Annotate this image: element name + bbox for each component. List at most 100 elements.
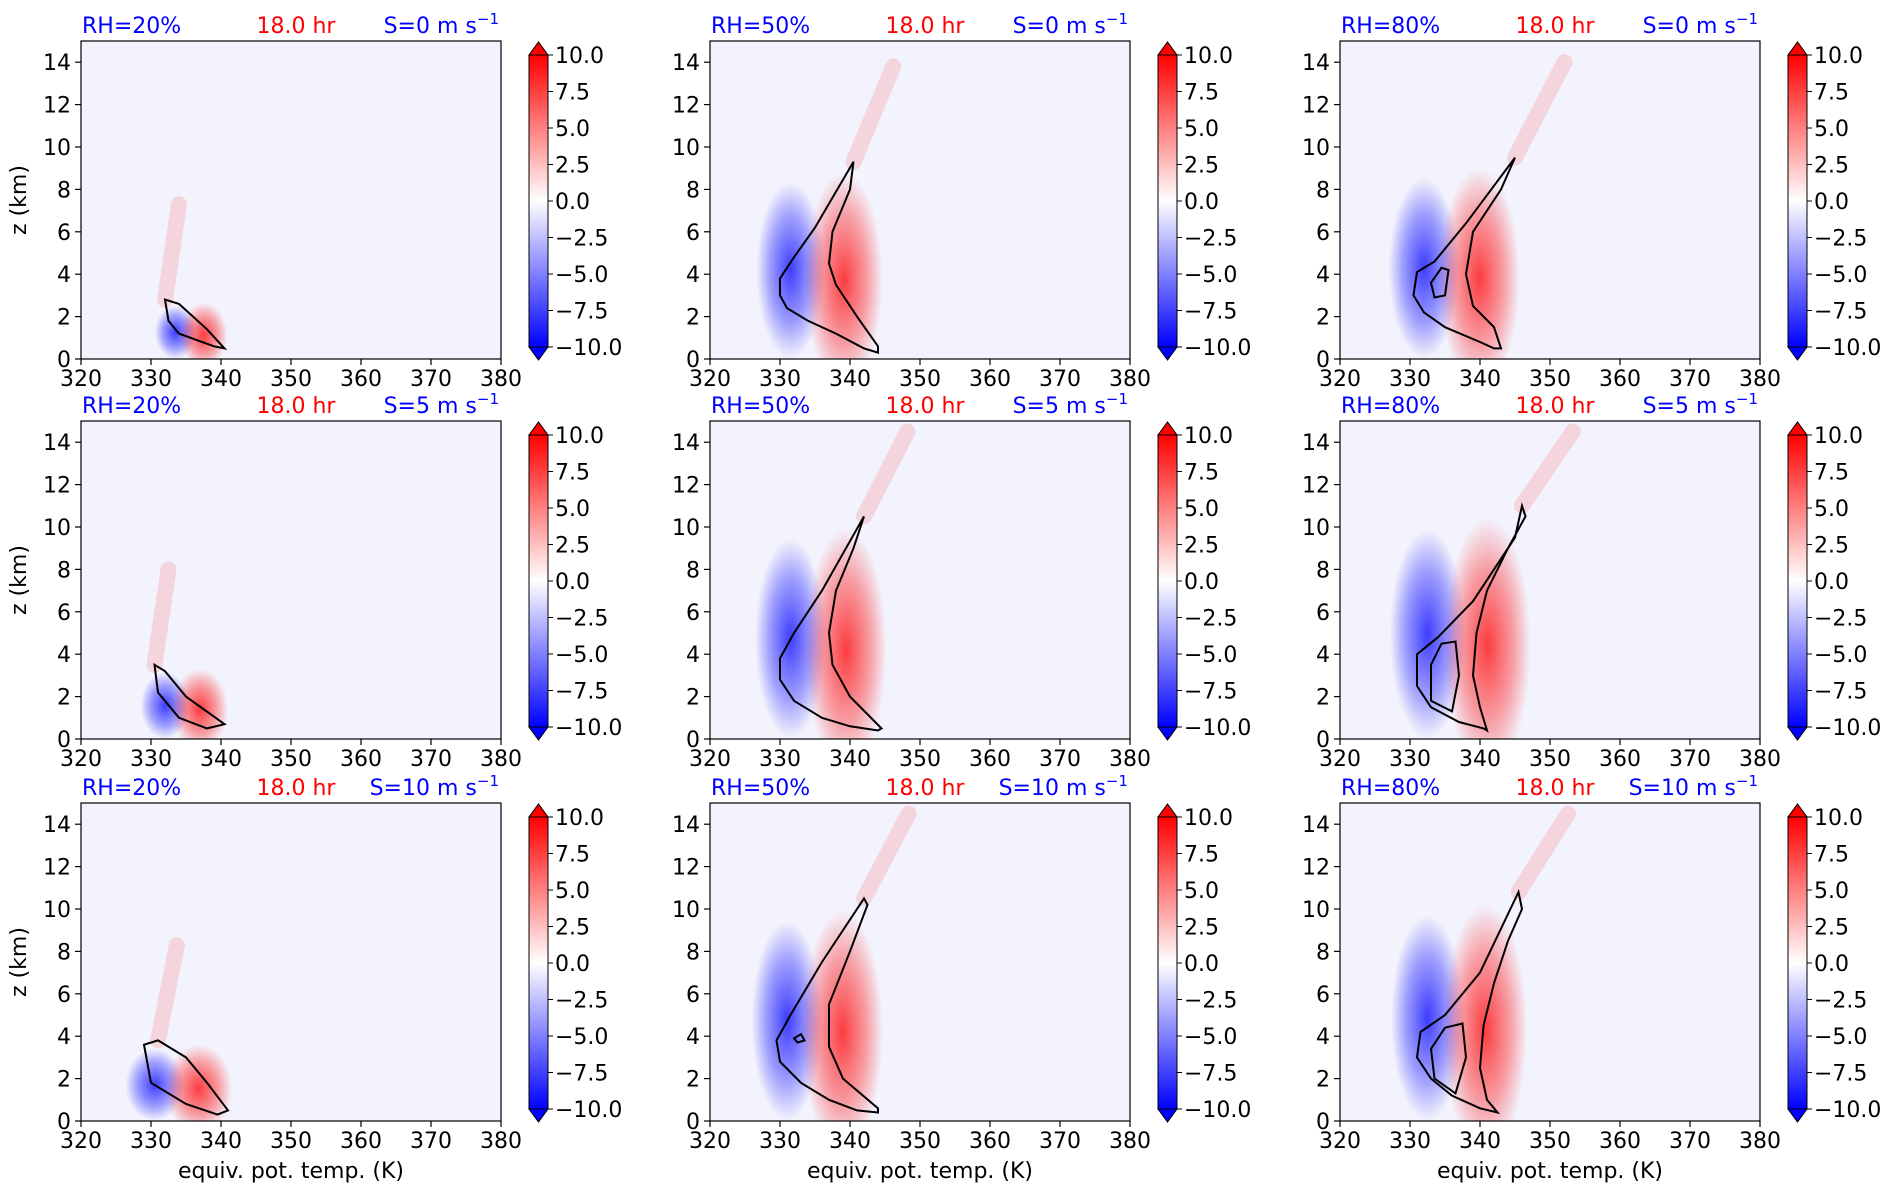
y-tick-label: 4 — [686, 1025, 700, 1050]
rh-label: RH=80% — [1341, 14, 1440, 39]
y-tick-label: 14 — [672, 813, 700, 838]
x-tick-label: 370 — [1669, 747, 1711, 772]
y-tick-label: 14 — [672, 51, 700, 76]
y-tick-label: 8 — [1316, 178, 1330, 203]
x-tick-label: 340 — [829, 747, 871, 772]
y-tick-label: 6 — [686, 601, 700, 626]
y-tick-label: 4 — [686, 263, 700, 288]
x-tick-label: 330 — [130, 367, 172, 392]
y-tick-label: 0 — [57, 1110, 71, 1135]
contour-line — [142, 1039, 230, 1116]
y-tick-label: 0 — [1316, 728, 1330, 753]
colorbar-tick-label: 0.0 — [555, 952, 590, 977]
shear-label: S=5 m s−1 — [1013, 390, 1128, 419]
y-axis-label: z (km) — [7, 165, 32, 235]
anomaly-field — [756, 58, 902, 359]
x-tick-label: 330 — [759, 1129, 801, 1154]
colorbar-tick-label: 5.0 — [1184, 497, 1219, 522]
positive-anomaly-region — [172, 668, 228, 739]
y-tick-label: 10 — [43, 516, 71, 541]
x-tick-label: 380 — [1739, 1129, 1781, 1154]
shear-label-exponent: −1 — [477, 10, 499, 28]
contour-line — [779, 161, 879, 354]
y-tick-label: 4 — [1316, 263, 1330, 288]
y-tick-label: 8 — [57, 558, 71, 583]
x-tick-label: 360 — [1599, 1129, 1641, 1154]
colorbar-tick-label: 0.0 — [1184, 190, 1219, 215]
colorbar-tick-label: 10.0 — [1184, 424, 1233, 449]
colorbar: 10.0 7.5 5.0 2.5 0.0 −2.5 −5.0 −7.5 −10.0 — [1157, 803, 1251, 1123]
colorbar-tick-label: 5.0 — [1184, 117, 1219, 142]
x-tick-label: 360 — [1599, 747, 1641, 772]
shear-label-base: S=10 m s — [1629, 776, 1736, 801]
y-tick-label: 0 — [1316, 348, 1330, 373]
x-tick-label: 380 — [480, 747, 522, 772]
panel-row1-col3: 320 330 340 350 360 370 380 0 2 4 6 8 10 12 14 RH=80% 18… — [1302, 10, 1881, 392]
x-tick-label: 380 — [1739, 747, 1781, 772]
colorbar-tick-label: 10.0 — [1814, 44, 1863, 69]
time-label: 18.0 hr — [257, 394, 337, 419]
x-tick-label: 370 — [410, 1129, 452, 1154]
colorbar: 10.0 7.5 5.0 2.5 0.0 −2.5 −5.0 −7.5 −10.0 — [1157, 41, 1251, 361]
x-tick-label: 350 — [1529, 747, 1571, 772]
contour-line — [1415, 888, 1524, 1115]
y-tick-label: 4 — [1316, 1025, 1330, 1050]
y-tick-label: 14 — [43, 431, 71, 456]
x-tick-label: 330 — [1389, 367, 1431, 392]
y-tick-label: 10 — [672, 898, 700, 923]
colorbar-tick-label: 0.0 — [555, 190, 590, 215]
colorbar-tick-label: −10.0 — [1184, 336, 1251, 361]
colorbar-tick-label: 2.5 — [555, 154, 590, 179]
x-tick-label: 320 — [60, 1129, 102, 1154]
y-tick-label: 14 — [1302, 431, 1330, 456]
colorbar-tick-label: 7.5 — [1184, 843, 1219, 868]
colorbar-bar — [528, 816, 549, 1110]
y-tick-label: 4 — [57, 263, 71, 288]
y-tick-label: 10 — [43, 136, 71, 161]
shear-label-base: S=10 m s — [999, 776, 1106, 801]
colorbar-tick-label: −2.5 — [555, 227, 608, 252]
x-tick-label: 360 — [969, 1129, 1011, 1154]
y-tick-label: 2 — [1316, 686, 1330, 711]
contour-line — [163, 298, 228, 350]
colorbar-extend-min — [1787, 346, 1808, 361]
x-tick-label: 370 — [1669, 367, 1711, 392]
colorbar-extend-max — [1157, 41, 1178, 56]
y-tick-label: 0 — [57, 348, 71, 373]
colorbar-tick-label: −5.0 — [555, 643, 608, 668]
upper-plume — [856, 805, 917, 907]
x-tick-label: 380 — [1739, 367, 1781, 392]
plot-background — [81, 41, 501, 359]
y-tick-label: 4 — [57, 643, 71, 668]
x-tick-label: 340 — [1459, 367, 1501, 392]
colorbar-tick-label: 7.5 — [555, 843, 590, 868]
colorbar-tick-label: −7.5 — [1814, 300, 1867, 325]
shear-label: S=5 m s−1 — [1643, 390, 1758, 419]
time-label: 18.0 hr — [886, 14, 966, 39]
shear-label-base: S=5 m s — [384, 394, 477, 419]
colorbar-tick-label: 7.5 — [555, 461, 590, 486]
x-tick-label: 370 — [410, 367, 452, 392]
colorbar-tick-label: 5.0 — [1814, 497, 1849, 522]
x-tick-label: 330 — [130, 747, 172, 772]
shear-label-exponent: −1 — [1736, 10, 1758, 28]
shear-label-exponent: −1 — [1106, 10, 1128, 28]
y-tick-label: 12 — [43, 474, 71, 499]
colorbar-tick-label: 7.5 — [1814, 81, 1849, 106]
upper-plume — [150, 937, 185, 1049]
rh-label: RH=80% — [1341, 776, 1440, 801]
x-tick-label: 340 — [200, 367, 242, 392]
y-tick-label: 8 — [1316, 940, 1330, 965]
x-tick-label: 360 — [969, 747, 1011, 772]
shear-label: S=0 m s−1 — [384, 10, 499, 39]
colorbar-tick-label: −7.5 — [555, 680, 608, 705]
y-tick-label: 12 — [672, 94, 700, 119]
colorbar-tick-label: 2.5 — [555, 916, 590, 941]
y-tick-label: 8 — [686, 178, 700, 203]
time-label: 18.0 hr — [257, 776, 337, 801]
rh-label: RH=50% — [711, 394, 810, 419]
y-tick-label: 6 — [1316, 601, 1330, 626]
x-axis-label: equiv. pot. temp. (K) — [807, 1159, 1033, 1184]
x-tick-label: 360 — [969, 367, 1011, 392]
x-tick-label: 330 — [1389, 1129, 1431, 1154]
